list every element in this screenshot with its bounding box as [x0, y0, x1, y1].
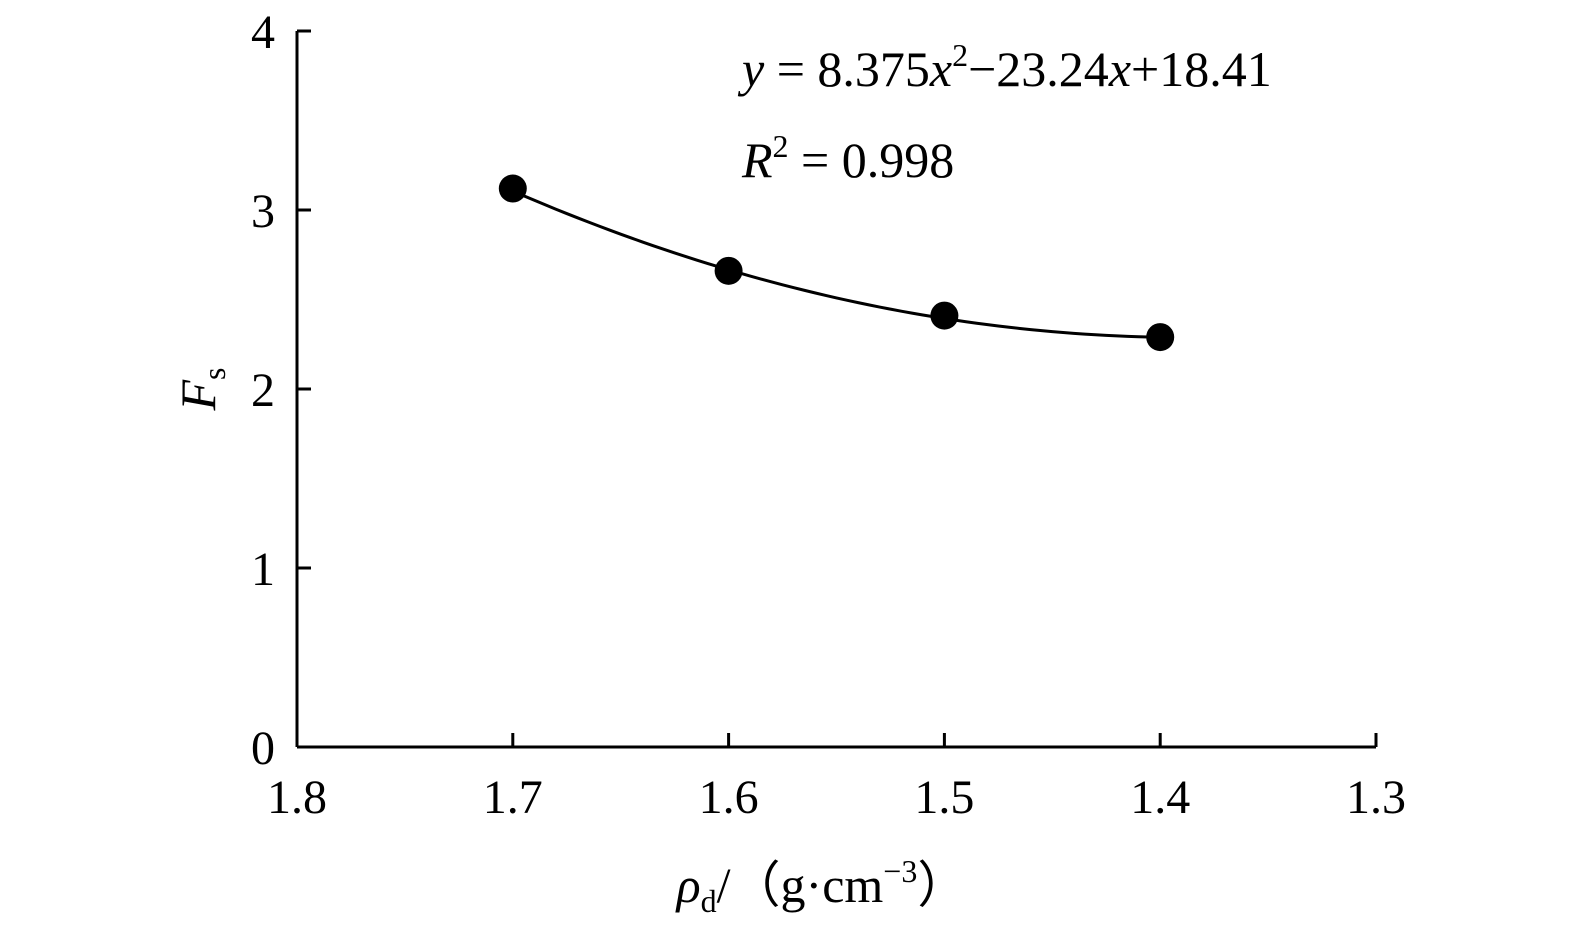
- x-tick-label: 1.7: [483, 771, 543, 824]
- y-tick-label: 1: [251, 543, 275, 596]
- x-axis-title: ρd/（g·cm−3）: [675, 853, 968, 919]
- x-tick-label: 1.5: [914, 771, 974, 824]
- y-tick-label: 0: [251, 722, 275, 775]
- y-axis-title: Fs: [170, 368, 232, 412]
- x-tick-label: 1.3: [1346, 771, 1406, 824]
- x-tick-label: 1.8: [267, 771, 327, 824]
- x-tick-label: 1.6: [699, 771, 759, 824]
- y-ticks: 0 1 2 3 4: [251, 6, 311, 775]
- fit-equation: y = 8.375x2−23.24x+18.41: [737, 37, 1272, 97]
- y-tick-label: 4: [251, 6, 275, 59]
- y-tick-label: 2: [251, 364, 275, 417]
- data-point: [498, 174, 527, 203]
- x-ticks: 1.8 1.7 1.6 1.5 1.4 1.3: [267, 733, 1406, 824]
- data-point: [1146, 323, 1175, 352]
- r-squared: R2 = 0.998: [741, 128, 954, 188]
- data-points: [498, 174, 1175, 352]
- data-point: [930, 301, 959, 330]
- y-tick-label: 3: [251, 185, 275, 238]
- data-point: [714, 256, 743, 285]
- x-tick-label: 1.4: [1130, 771, 1190, 824]
- fit-curve: [512, 189, 1161, 339]
